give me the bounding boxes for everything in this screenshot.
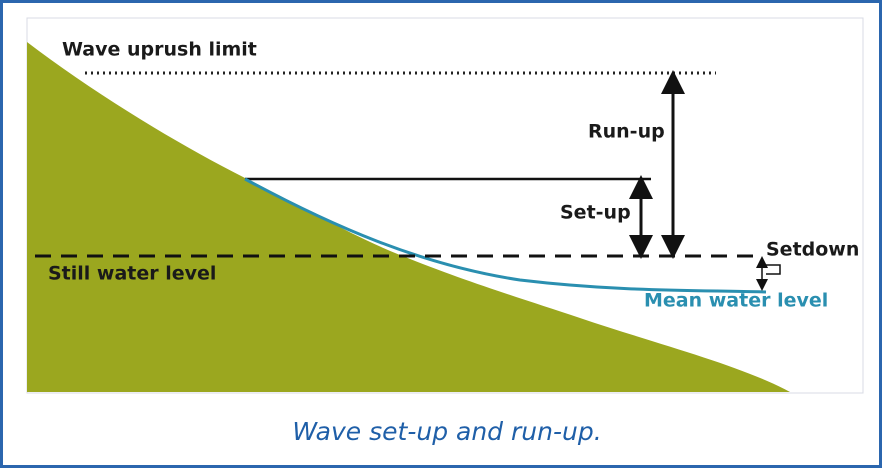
diagram: Wave uprush limit Run-up Set-up Setdown …: [0, 0, 882, 468]
setup-label: Set-up: [560, 202, 631, 224]
caption: Wave set-up and run-up.: [292, 417, 601, 446]
mean-water-label: Mean water level: [644, 290, 828, 312]
runup-label: Run-up: [588, 121, 665, 143]
setdown-label: Setdown: [766, 239, 859, 261]
uprush-label: Wave uprush limit: [62, 39, 257, 61]
still-water-label: Still water level: [48, 263, 216, 285]
